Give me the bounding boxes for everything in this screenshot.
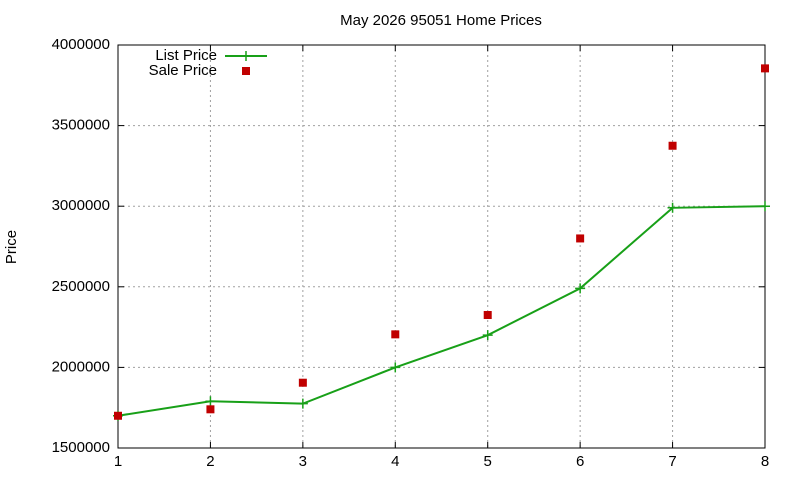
point [391, 330, 400, 339]
legend-label: Sale Price [149, 62, 217, 79]
y-axis-label: Price [3, 230, 20, 264]
legend-swatch [241, 51, 251, 61]
legend-label: List Price [155, 47, 217, 64]
y-tick-label: 2500000 [52, 278, 110, 295]
point [205, 396, 216, 407]
y-tick-label: 1500000 [52, 439, 110, 456]
point [576, 234, 585, 243]
point [667, 202, 678, 213]
point [390, 362, 401, 373]
x-tick-label: 4 [391, 453, 399, 470]
point [761, 64, 769, 73]
x-tick-label: 5 [484, 453, 492, 470]
point [760, 201, 770, 212]
x-tick-label: 6 [576, 453, 584, 470]
x-tick-label: 7 [668, 453, 676, 470]
point [206, 405, 215, 414]
y-tick-label: 2000000 [52, 358, 110, 375]
point [483, 311, 492, 320]
x-tick-label: 1 [114, 453, 122, 470]
x-tick-label: 8 [761, 453, 769, 470]
y-tick-label: 3500000 [52, 117, 110, 134]
point [297, 398, 308, 409]
point [298, 378, 307, 387]
x-tick-label: 2 [206, 453, 214, 470]
point [575, 283, 586, 294]
x-tick-label: 3 [299, 453, 307, 470]
line [117, 205, 766, 417]
plot-frame [117, 44, 766, 449]
point [668, 141, 677, 150]
point [482, 330, 493, 341]
chart-title: May 2026 95051 Home Prices [340, 12, 542, 29]
legend-swatch [242, 67, 250, 75]
y-tick-label: 4000000 [52, 36, 110, 53]
point [114, 411, 122, 420]
y-tick-label: 3000000 [52, 197, 110, 214]
